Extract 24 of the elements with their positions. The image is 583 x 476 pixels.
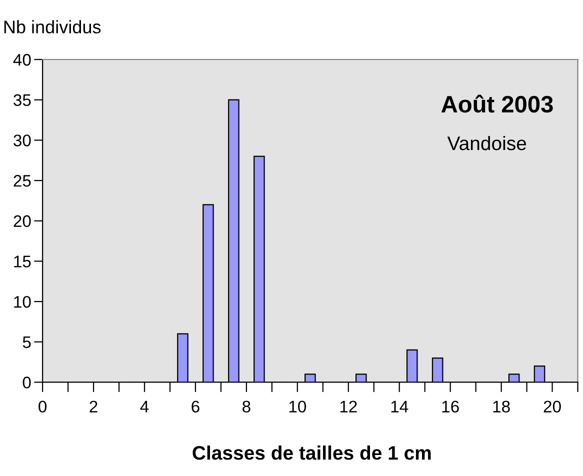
y-tick-label: 40 — [13, 54, 31, 66]
y-tick-label: 20 — [14, 215, 31, 228]
y-tick-label: 10 — [14, 296, 31, 308]
x-tick-label: 0 — [38, 400, 47, 413]
x-tick-label: 4 — [140, 400, 149, 412]
y-tick-label: 0 — [22, 376, 31, 388]
x-tick-label: 16 — [442, 400, 459, 413]
y-tick-label: 35 — [14, 94, 31, 106]
x-tick-label: 2 — [90, 400, 98, 412]
x-tick-label: 20 — [544, 400, 561, 413]
y-tick-label: 25 — [14, 174, 31, 187]
x-tick-label: 12 — [340, 400, 357, 412]
y-tick-label: 30 — [14, 134, 31, 146]
x-tick-label: 14 — [391, 400, 408, 412]
x-tick-label: 10 — [289, 400, 306, 413]
text: Vandoise — [447, 136, 526, 150]
y-tick-label: 15 — [14, 256, 31, 268]
x-tick-label: 18 — [493, 400, 510, 413]
x-tick-label: 8 — [242, 400, 250, 413]
x-tick-label: 6 — [192, 400, 200, 413]
y-axis-title: Nb individus — [4, 20, 101, 34]
x-axis-title: Classes de tailles de 1 cm — [192, 446, 431, 460]
y-tick-label: 5 — [22, 336, 31, 348]
text: Août 2003 — [441, 94, 553, 113]
